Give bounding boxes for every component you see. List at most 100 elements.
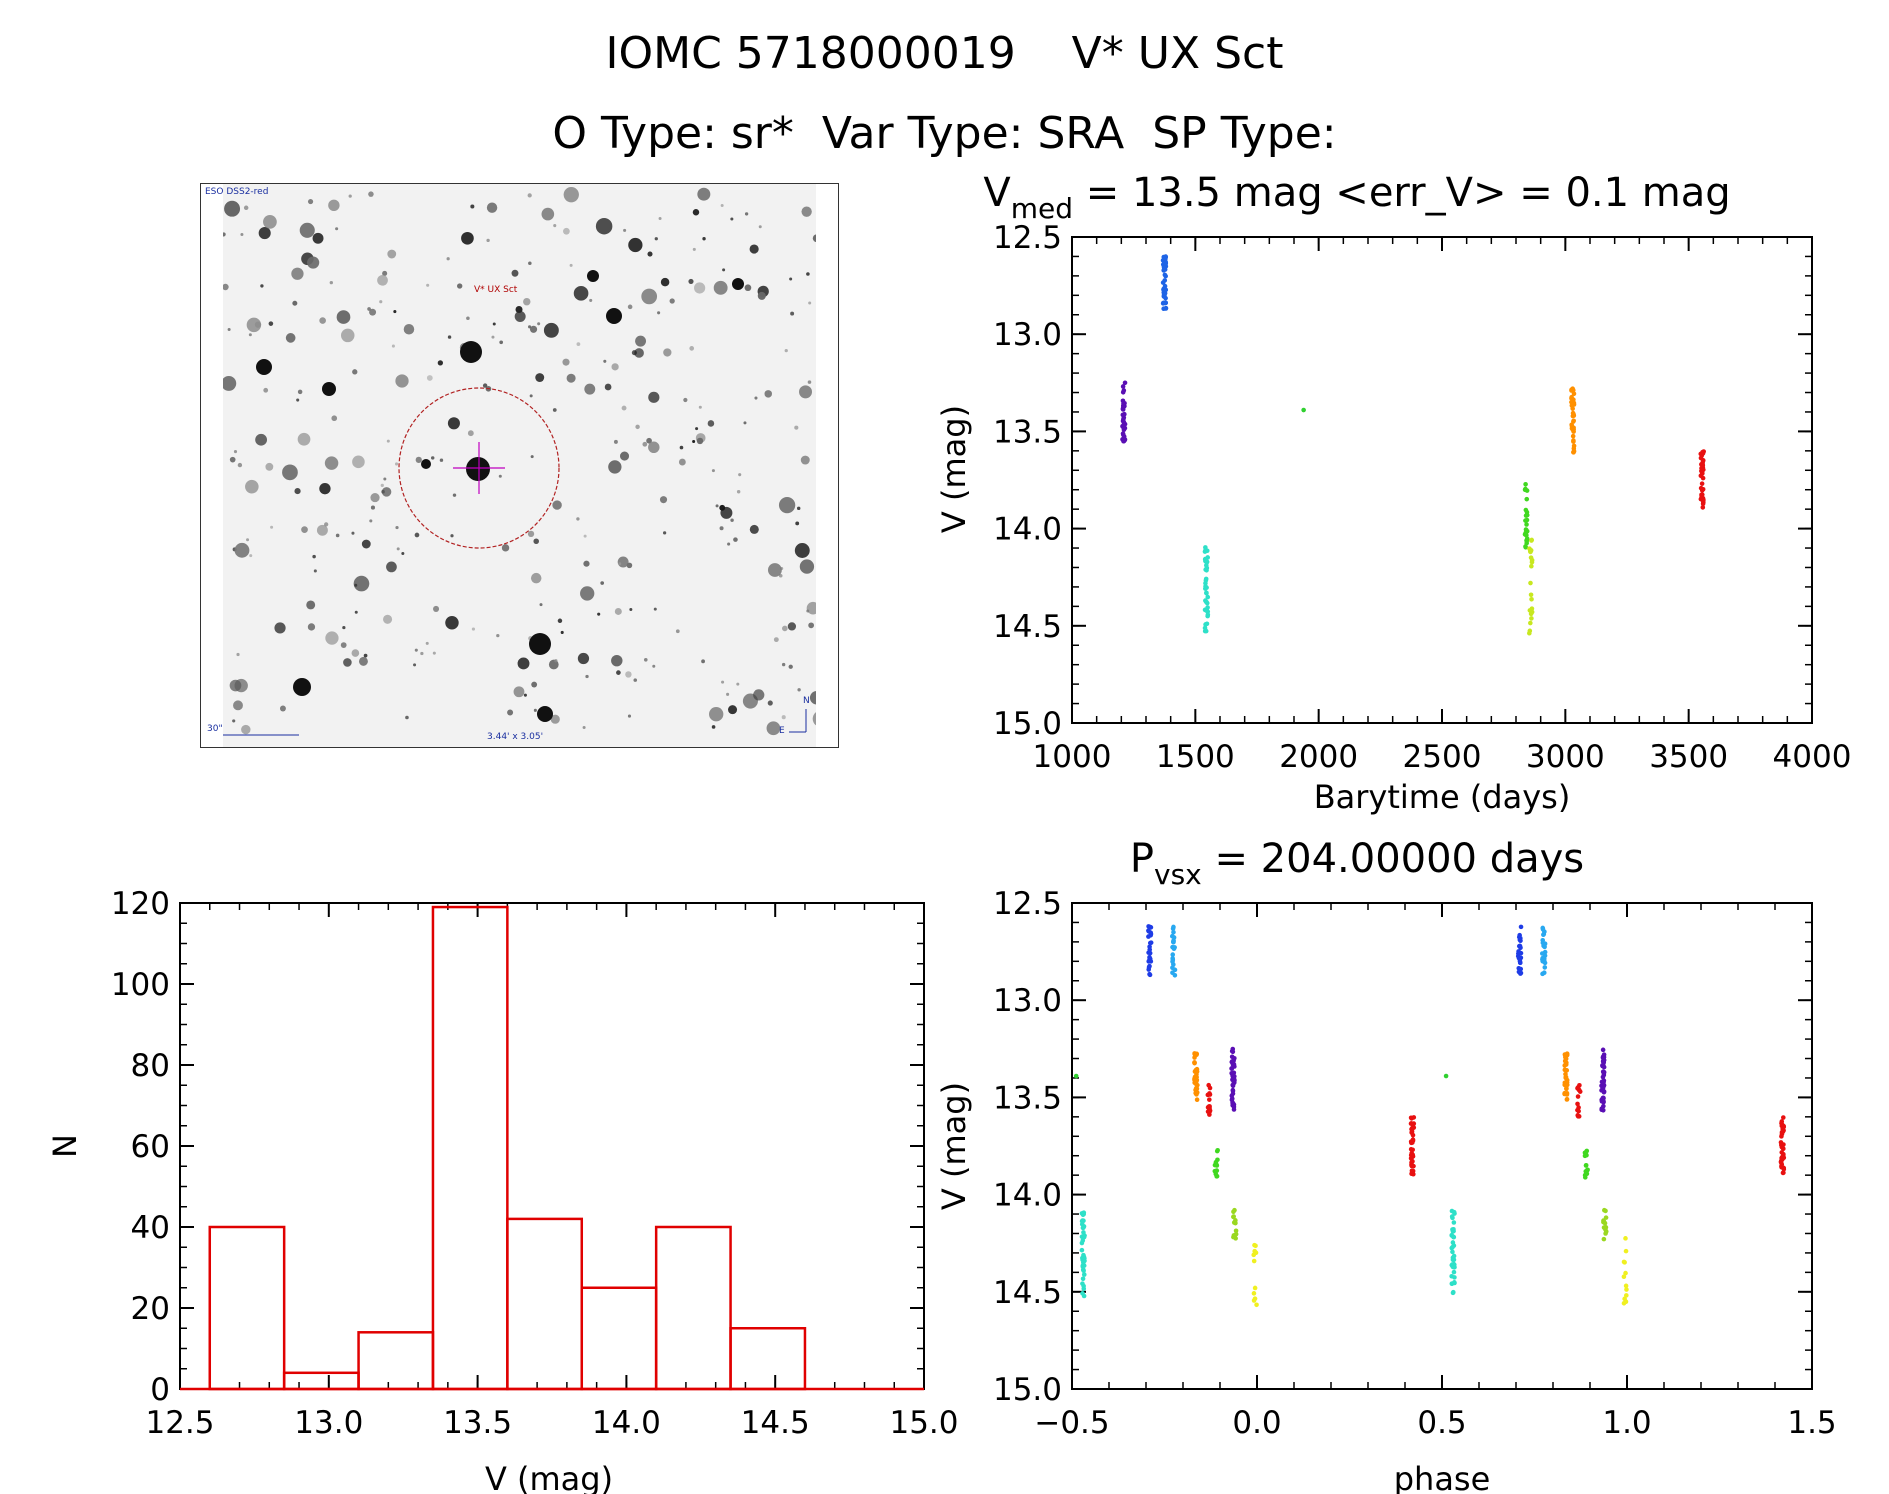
- sky-star: [611, 363, 619, 371]
- sky-star: [234, 678, 248, 693]
- sky-star: [806, 272, 810, 276]
- sky-star: [797, 688, 801, 692]
- histogram-xtick-label: 12.5: [145, 1405, 214, 1441]
- phased-point: [1623, 1283, 1629, 1289]
- sky-star: [730, 217, 734, 221]
- phased-point: [1081, 1211, 1087, 1217]
- lightcurve-point: [1162, 261, 1168, 266]
- sky-star: [781, 662, 786, 667]
- sky-star: [316, 524, 328, 536]
- sky-star: [249, 554, 253, 558]
- phased-ytick-label: 13.0: [993, 983, 1062, 1019]
- phased-point: [1600, 1047, 1606, 1053]
- sky-star: [401, 551, 405, 556]
- sky-image: [201, 184, 838, 747]
- phased-point: [1600, 1074, 1606, 1080]
- phased-point: [1146, 964, 1152, 970]
- lightcurve-point: [1162, 272, 1168, 278]
- lightcurve-point: [1162, 300, 1167, 306]
- sky-star: [641, 288, 658, 305]
- lightcurve-point: [1205, 605, 1210, 610]
- sky-star: [486, 202, 498, 213]
- sky-star: [722, 268, 726, 272]
- sky-star: [529, 394, 533, 398]
- lightcurve-point: [1523, 527, 1529, 532]
- sky-star: [646, 437, 652, 444]
- phased-title-rest: = 204.00000 days: [1202, 836, 1584, 882]
- sky-star: [425, 641, 429, 645]
- sky-star: [736, 682, 740, 686]
- phased-point: [1450, 1227, 1455, 1232]
- sky-star: [450, 534, 454, 538]
- sky-star: [527, 530, 535, 538]
- sky-star: [727, 542, 731, 546]
- lightcurve-xtick-label: 2000: [1279, 739, 1358, 775]
- phased-point: [1409, 1156, 1414, 1162]
- phased-point: [1170, 926, 1176, 931]
- phased-xtick-label: 1.5: [1787, 1405, 1836, 1441]
- page-title: IOMC 5718000019 V* UX Sct: [605, 28, 1284, 79]
- phased-point: [1450, 1215, 1455, 1221]
- sky-star: [707, 420, 715, 427]
- lightcurve-point: [1120, 389, 1126, 395]
- sky-star: [652, 664, 656, 668]
- sky-star: [351, 531, 355, 535]
- sky-thumbnail: ESO DSS2-red V* UX Sct 30" 3.44' x 3.05'…: [200, 183, 839, 748]
- sky-star: [370, 492, 380, 503]
- phased-point: [1599, 1106, 1605, 1111]
- phased-point: [1409, 1116, 1414, 1121]
- lightcurve-point: [1203, 547, 1208, 552]
- sky-star: [702, 237, 706, 241]
- lightcurve-point: [1121, 401, 1126, 406]
- phased-ytick-label: 12.5: [993, 886, 1062, 922]
- lightcurve-point: [1523, 544, 1528, 549]
- phased-point: [1540, 937, 1546, 943]
- sky-star: [799, 385, 813, 399]
- sky-star: [658, 217, 662, 221]
- lightcurve-point: [1699, 470, 1705, 476]
- sky-star: [369, 519, 373, 523]
- sky-star: [282, 464, 298, 481]
- lightcurve-point: [1700, 475, 1706, 481]
- lightcurve-point: [1700, 449, 1705, 455]
- lightcurve-point: [1571, 419, 1576, 424]
- lightcurve-point: [1527, 546, 1532, 551]
- sky-star: [648, 441, 660, 454]
- sky-star: [618, 562, 622, 566]
- lightcurve-chart: Vmed = 13.5 mag <err_V> = 0.1 mag Baryti…: [935, 170, 1851, 816]
- sky-star: [361, 539, 371, 549]
- lightcurve-point: [1571, 391, 1577, 397]
- sky-star: [627, 304, 633, 310]
- histogram-frame: [179, 902, 925, 1390]
- phased-ytick-label: 14.0: [993, 1178, 1062, 1214]
- sky-star: [669, 298, 675, 304]
- phased-point: [1518, 924, 1524, 930]
- sky-star: [227, 327, 231, 331]
- phased-point: [1451, 1234, 1456, 1240]
- sky-star: [744, 284, 752, 292]
- sky-star: [675, 629, 680, 634]
- sky-star: [426, 283, 430, 287]
- lightcurve-xtick-label: 3500: [1649, 739, 1728, 775]
- sky-star: [368, 191, 374, 197]
- phased-point: [1147, 971, 1152, 977]
- sky-star: [348, 194, 352, 198]
- sky-star: [621, 405, 627, 411]
- phased-point: [1563, 1056, 1569, 1062]
- sky-star: [224, 200, 241, 217]
- sky-star: [234, 542, 250, 558]
- sky-star: [692, 440, 696, 444]
- sky-star: [403, 324, 415, 335]
- sky-star: [807, 380, 812, 384]
- sky-star: [383, 477, 387, 481]
- sky-star: [370, 505, 375, 510]
- phased-point: [1172, 945, 1177, 950]
- sky-star: [573, 286, 589, 301]
- phased-point: [1146, 934, 1151, 939]
- sky-star: [730, 518, 734, 522]
- lightcurve-title-sub: med: [1011, 192, 1073, 225]
- sky-star: [294, 488, 301, 495]
- lightcurve-point: [1204, 621, 1210, 627]
- sky-star: [307, 256, 320, 269]
- lightcurve-ytick-label: 15.0: [993, 706, 1062, 742]
